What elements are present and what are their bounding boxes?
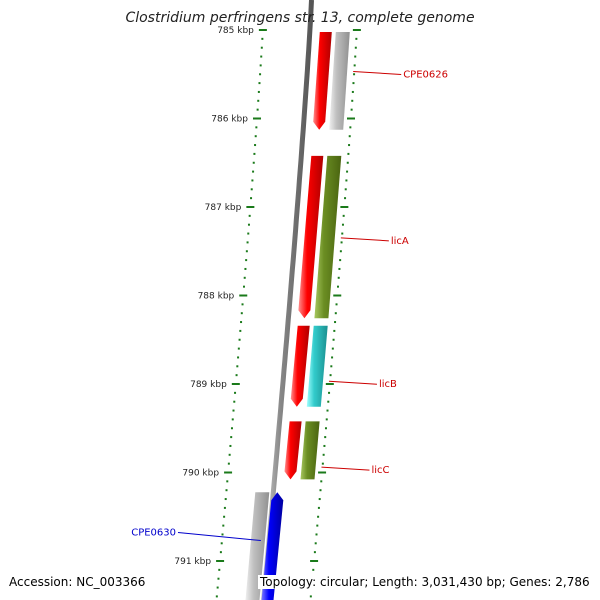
scale-label-790: 790 kbp <box>182 469 219 479</box>
gene-label-leader <box>321 466 370 471</box>
scale-label-785: 785 kbp <box>217 26 254 36</box>
gene-label-licc[interactable]: licC <box>371 465 389 476</box>
gene-cpe0626-inner[interactable] <box>313 32 332 130</box>
scale-ticks-right <box>309 29 361 598</box>
gene-cpe0630-rev_outer[interactable] <box>245 492 270 600</box>
scale-label-786: 786 kbp <box>211 115 248 125</box>
gene-lica-outer[interactable] <box>314 155 342 319</box>
gene-label-cpe0626[interactable]: CPE0626 <box>403 69 448 80</box>
gene-lica-inner[interactable] <box>298 155 324 319</box>
gene-label-licb[interactable]: licB <box>379 379 397 390</box>
scale-ticks-left <box>215 29 267 598</box>
scale-label-788: 788 kbp <box>198 292 235 302</box>
gene-cpe0630-rev_inner[interactable] <box>261 492 284 600</box>
gene-cpe0626-outer[interactable] <box>329 32 350 130</box>
gene-label-cpe0630[interactable]: CPE0630 <box>131 528 176 539</box>
gene-licb-outer[interactable] <box>306 325 328 407</box>
scale-label-791: 791 kbp <box>174 557 211 567</box>
gene-licc-outer[interactable] <box>300 421 320 480</box>
scale-label-789: 789 kbp <box>190 380 227 390</box>
gene-label-leader <box>353 70 402 75</box>
accession-label: Accession: NC_003366 <box>9 575 146 589</box>
topology-label: Topology: circular; Length: 3,031,430 bp… <box>258 575 592 589</box>
scale-label-787: 787 kbp <box>205 203 242 213</box>
gene-licc-inner[interactable] <box>284 421 302 480</box>
gene-label-leader <box>177 532 261 542</box>
gene-label-lica[interactable]: licA <box>391 236 409 247</box>
gene-licb-inner[interactable] <box>290 325 310 407</box>
gene-label-leader <box>340 237 389 242</box>
map-title: Clostridium perfringens str. 13, complet… <box>125 10 475 26</box>
gene-label-leader <box>328 380 377 385</box>
